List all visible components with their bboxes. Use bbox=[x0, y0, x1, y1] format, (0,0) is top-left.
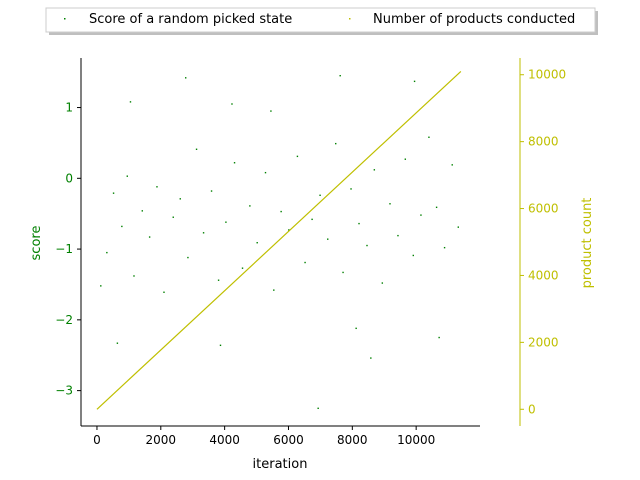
score-point bbox=[163, 291, 165, 293]
score-point bbox=[249, 205, 251, 207]
score-point bbox=[342, 271, 344, 274]
x-tick-label: 6000 bbox=[273, 433, 304, 447]
legend: Score of a random picked state Number of… bbox=[45, 7, 598, 35]
score-point bbox=[264, 171, 267, 174]
score-point bbox=[156, 186, 158, 188]
score-point bbox=[219, 344, 222, 347]
score-point bbox=[420, 214, 422, 216]
score-point bbox=[443, 246, 446, 249]
y-right-tick-label: 4000 bbox=[528, 268, 559, 282]
score-point bbox=[270, 110, 272, 112]
y-right-tick-label: 8000 bbox=[528, 135, 559, 149]
score-point bbox=[233, 162, 236, 164]
score-point bbox=[231, 103, 233, 105]
score-point bbox=[256, 242, 258, 244]
score-point bbox=[412, 254, 414, 257]
score-point bbox=[373, 169, 376, 171]
score-point bbox=[273, 289, 275, 291]
score-point bbox=[185, 77, 187, 79]
score-point bbox=[319, 194, 321, 196]
x-tick-label: 0 bbox=[93, 433, 101, 447]
score-point bbox=[370, 357, 372, 359]
score-point bbox=[435, 206, 438, 209]
score-point bbox=[112, 192, 115, 194]
y-axis-label-left: score bbox=[29, 226, 44, 261]
legend-marker-score bbox=[64, 18, 66, 20]
score-point bbox=[116, 342, 119, 344]
score-point bbox=[335, 142, 337, 145]
score-point bbox=[304, 261, 306, 264]
product-count-line bbox=[96, 70, 462, 410]
x-axis-label: iteration bbox=[253, 457, 308, 472]
score-point bbox=[126, 175, 128, 177]
score-point bbox=[179, 198, 181, 200]
score-point bbox=[195, 148, 198, 150]
x-tick-label: 2000 bbox=[146, 433, 177, 447]
score-point bbox=[121, 225, 123, 228]
score-point bbox=[296, 155, 299, 158]
x-tick-label: 8000 bbox=[337, 433, 368, 447]
score-point bbox=[317, 407, 319, 410]
score-point bbox=[202, 232, 205, 234]
score-point bbox=[133, 275, 135, 277]
x-tick-label: 4000 bbox=[209, 433, 240, 447]
x-tick-label: 10000 bbox=[397, 433, 435, 447]
y-left-tick-label: 0 bbox=[65, 171, 73, 185]
score-point bbox=[288, 229, 290, 231]
plot-area bbox=[96, 70, 462, 410]
score-point bbox=[350, 188, 352, 190]
score-point bbox=[355, 327, 357, 330]
score-point bbox=[366, 244, 368, 247]
score-point bbox=[100, 285, 102, 287]
score-point bbox=[438, 336, 440, 339]
score-point bbox=[389, 203, 391, 205]
score-point bbox=[187, 256, 189, 259]
y-left-tick-label: 1 bbox=[65, 101, 73, 115]
score-point bbox=[106, 251, 108, 254]
score-point bbox=[129, 101, 132, 103]
score-point bbox=[413, 80, 416, 83]
score-point bbox=[280, 210, 282, 213]
y-right-tick-label: 2000 bbox=[528, 335, 559, 349]
score-point bbox=[210, 190, 213, 192]
score-point bbox=[457, 226, 459, 228]
score-point bbox=[381, 282, 384, 284]
score-point bbox=[311, 218, 313, 221]
score-point bbox=[397, 234, 399, 237]
y-right-tick-label: 10000 bbox=[528, 68, 566, 82]
y-left-tick-label: −3 bbox=[55, 384, 73, 398]
score-point bbox=[327, 238, 329, 240]
y-left-tick-label: −1 bbox=[55, 242, 73, 256]
legend-box bbox=[45, 7, 596, 33]
y-axis-label-right: product count bbox=[580, 198, 595, 289]
score-point bbox=[141, 210, 143, 212]
score-point bbox=[339, 74, 341, 77]
score-point bbox=[172, 216, 174, 218]
legend-label-product: Number of products conducted bbox=[373, 12, 575, 27]
score-point bbox=[451, 164, 453, 166]
y-right-tick-label: 0 bbox=[528, 402, 536, 416]
score-point bbox=[217, 279, 220, 281]
legend-marker-product bbox=[349, 18, 351, 20]
score-point bbox=[241, 267, 244, 269]
score-point bbox=[148, 236, 151, 238]
score-point bbox=[358, 222, 360, 225]
score-point bbox=[225, 221, 227, 223]
legend-label-score: Score of a random picked state bbox=[89, 12, 292, 27]
score-point bbox=[428, 136, 430, 138]
y-left-tick-label: −2 bbox=[55, 313, 73, 327]
score-point bbox=[404, 158, 407, 160]
y-right-tick-label: 6000 bbox=[528, 202, 559, 216]
axis-ticks: 0 2000 4000 6000 8000 10000 −3 −2 −1 0 1 0 2000 4000 6… bbox=[55, 68, 566, 447]
